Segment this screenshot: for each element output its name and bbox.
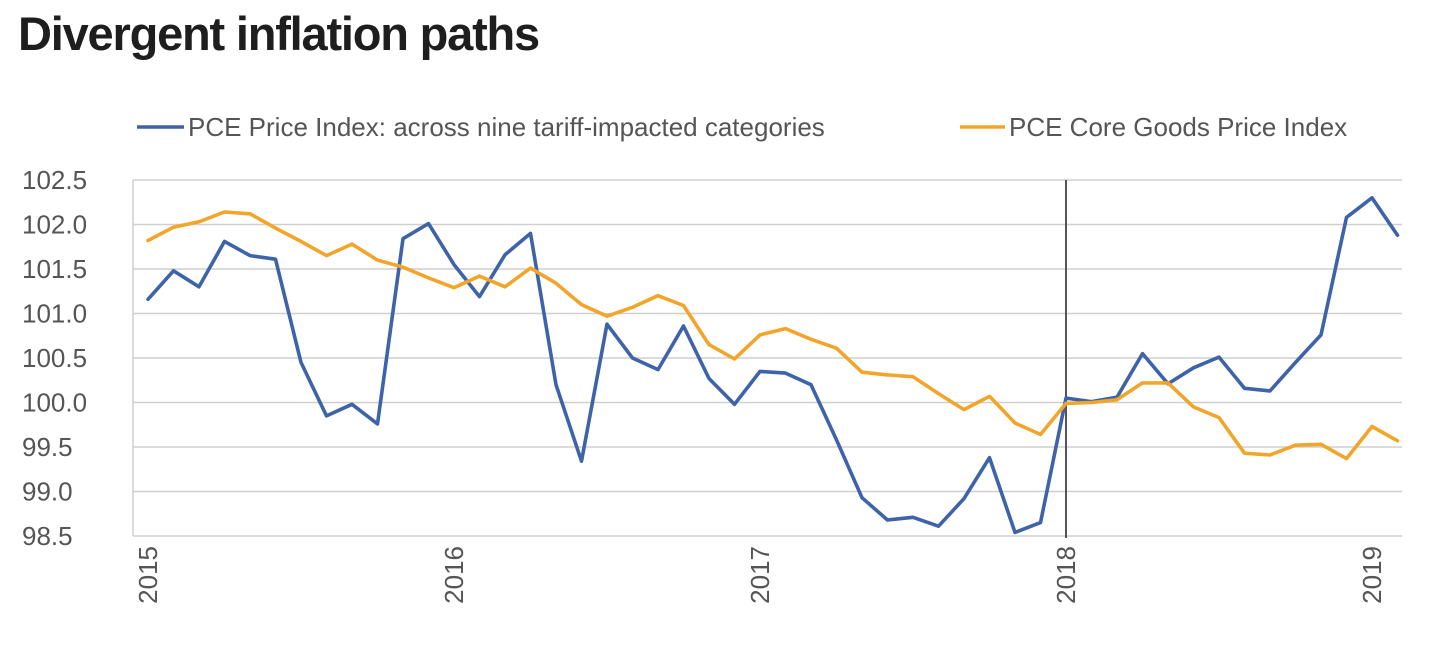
y-tick-label: 102.5 [22, 165, 87, 195]
x-tick-label: 2019 [1357, 546, 1387, 604]
y-tick-label: 100.5 [22, 343, 87, 373]
x-tick-label: 2017 [745, 546, 775, 604]
x-tick-label: 2016 [439, 546, 469, 604]
y-tick-label: 102.0 [22, 210, 87, 240]
y-tick-label: 98.5 [22, 521, 73, 551]
x-tick-label: 2015 [133, 546, 163, 604]
y-tick-label: 101.0 [22, 299, 87, 329]
x-axis: 2015 2016 2017 2018 2019 [133, 546, 1387, 604]
gridlines [132, 179, 1402, 537]
legend-label: PCE Price Index: across nine tariff-impa… [188, 112, 825, 142]
x-tick-label: 2018 [1051, 546, 1081, 604]
y-tick-label: 101.5 [22, 254, 87, 284]
series-line-pce-tariff-categories [146, 196, 1400, 535]
y-tick-label: 99.5 [22, 432, 73, 462]
series-line-pce-core-goods [146, 210, 1400, 461]
legend: PCE Price Index: across nine tariff-impa… [137, 112, 1347, 142]
chart-title: Divergent inflation paths [18, 7, 540, 60]
y-tick-label: 100.0 [22, 388, 87, 418]
y-axis: 102.5 102.0 101.5 101.0 100.5 100.0 99.5 99.0 98… [22, 165, 87, 551]
series-lines [146, 196, 1400, 535]
legend-label: PCE Core Goods Price Index [1009, 112, 1347, 142]
y-tick-label: 99.0 [22, 477, 73, 507]
